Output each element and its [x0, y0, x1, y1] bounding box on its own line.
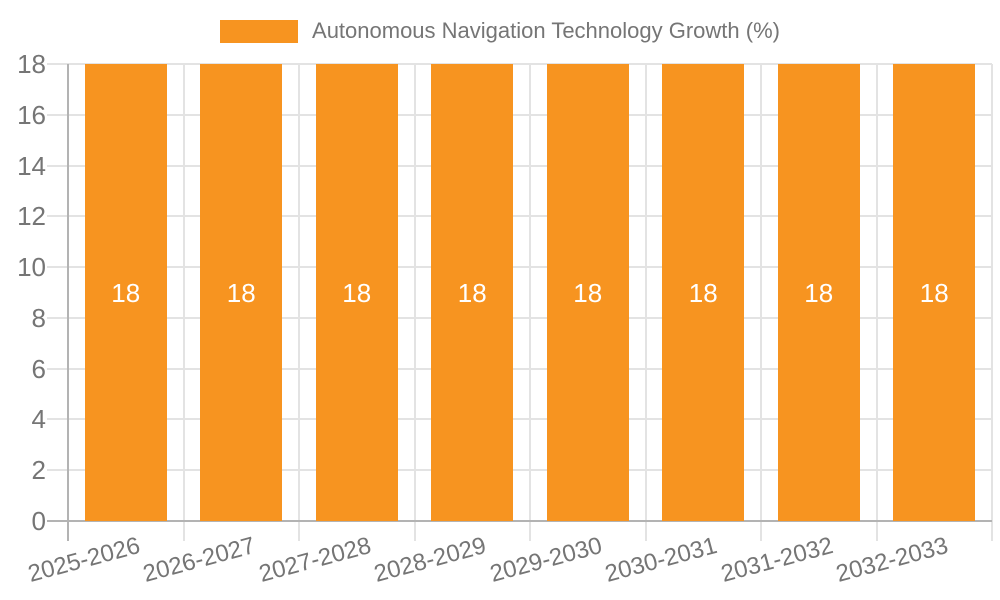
bar-value-label: 18	[804, 277, 834, 308]
bar: 18	[200, 64, 283, 521]
x-gridline	[182, 64, 185, 541]
y-gridline	[47, 469, 992, 472]
bar: 18	[662, 64, 745, 521]
y-tick-label: 16	[17, 99, 46, 130]
bar-value-label: 18	[457, 277, 487, 308]
x-gridline	[991, 64, 993, 541]
y-tick-label: 10	[17, 252, 46, 283]
legend-swatch	[220, 19, 299, 43]
y-tick-label: 0	[31, 506, 46, 536]
y-gridline	[47, 367, 992, 370]
y-gridline	[47, 316, 992, 319]
y-gridline	[47, 113, 992, 116]
bar: 18	[84, 64, 167, 521]
y-tick-label: 4	[31, 404, 46, 435]
y-tick-label: 6	[31, 353, 46, 384]
bar: 18	[315, 64, 398, 521]
legend: Autonomous Navigation Technology Growth …	[0, 18, 1000, 44]
bar: 18	[431, 64, 514, 521]
legend-label: Autonomous Navigation Technology Growth …	[312, 18, 780, 43]
y-axis-line	[67, 64, 69, 541]
x-tick-label: 2026-2027	[140, 532, 259, 588]
x-gridline	[644, 64, 647, 541]
bar: 18	[777, 64, 860, 521]
bar-value-label: 18	[111, 277, 141, 308]
x-gridline	[413, 64, 416, 541]
bar: 18	[546, 64, 629, 521]
x-gridline	[529, 64, 531, 541]
bar-value-label: 18	[919, 277, 949, 308]
x-gridline	[298, 64, 300, 541]
y-gridline	[47, 164, 992, 167]
x-tick-label: 2028-2029	[371, 532, 490, 588]
x-gridline	[760, 64, 762, 541]
bar: 18	[893, 64, 976, 521]
y-tick-label: 14	[17, 150, 46, 181]
x-tick-label: 2029-2030	[486, 532, 605, 588]
y-gridline	[47, 215, 992, 218]
x-axis-line	[47, 520, 992, 522]
y-gridline	[47, 418, 992, 421]
bar-value-label: 18	[688, 277, 718, 308]
bar-value-label: 18	[342, 277, 372, 308]
y-tick-label: 2	[31, 455, 46, 486]
y-gridline	[47, 63, 992, 65]
bar-value-label: 18	[573, 277, 603, 308]
x-tick-label: 2030-2031	[602, 532, 721, 588]
y-tick-label: 12	[17, 201, 46, 232]
bar-value-label: 18	[226, 277, 256, 308]
x-gridline	[875, 64, 878, 541]
x-tick-label: 2025-2026	[24, 532, 143, 588]
y-tick-label: 8	[31, 302, 46, 333]
y-tick-label: 18	[17, 49, 46, 79]
y-gridline	[47, 266, 992, 269]
x-tick-label: 2032-2033	[833, 532, 952, 588]
x-tick-label: 2031-2032	[717, 532, 836, 588]
x-tick-label: 2027-2028	[255, 532, 374, 588]
